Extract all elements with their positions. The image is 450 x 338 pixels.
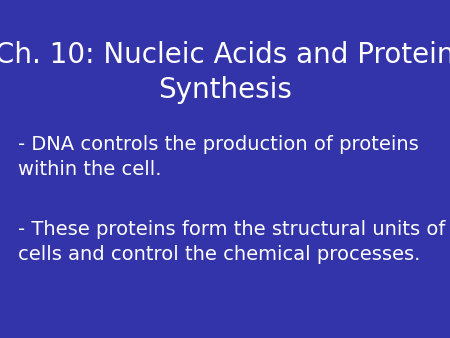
Text: Ch. 10: Nucleic Acids and Protein
Synthesis: Ch. 10: Nucleic Acids and Protein Synthe… [0, 41, 450, 104]
Text: - DNA controls the production of proteins
within the cell.: - DNA controls the production of protein… [18, 135, 419, 179]
Text: - These proteins form the structural units of
cells and control the chemical pro: - These proteins form the structural uni… [18, 220, 446, 264]
